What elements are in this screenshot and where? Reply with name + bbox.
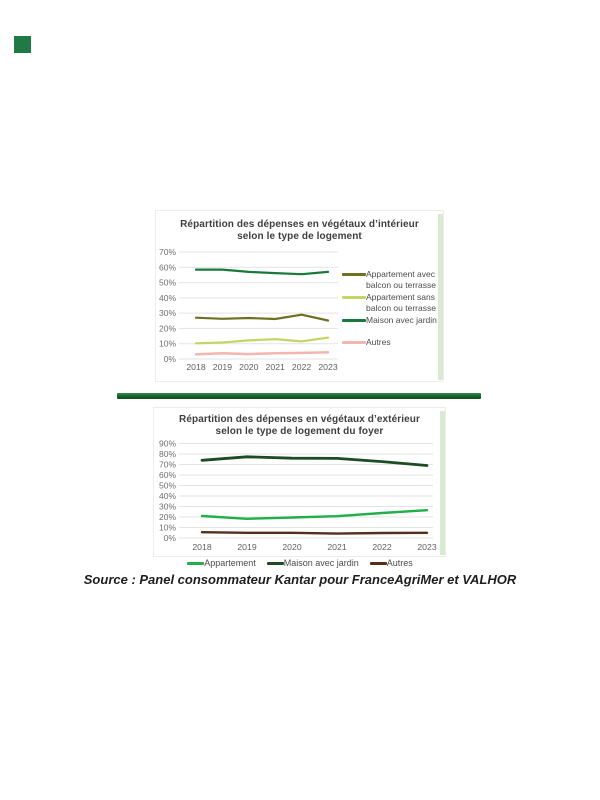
chart-legend-interieur: Appartement avec balcon ou terrasse Appar… bbox=[342, 269, 444, 349]
legend-swatch-icon bbox=[187, 562, 205, 565]
green-divider bbox=[117, 393, 481, 399]
chart-title-line1: Répartition des dépenses en végétaux d’i… bbox=[180, 219, 419, 230]
x-tick-label: 2019 bbox=[213, 362, 232, 372]
source-caption: Source : Panel consommateur Kantar pour … bbox=[83, 572, 517, 587]
y-tick-label: 10% bbox=[159, 523, 176, 533]
x-tick-label: 2022 bbox=[372, 542, 391, 552]
y-tick-label: 60% bbox=[159, 470, 176, 480]
legend-swatch-icon bbox=[266, 562, 284, 565]
chart-card-interieur: 0% 10% 20% 30% 40% 50% 60% 70% 2018 2019 2020 2021 2… bbox=[155, 210, 444, 382]
series-line bbox=[200, 455, 429, 467]
legend-item: Autres bbox=[369, 558, 413, 569]
x-tick-label: 2018 bbox=[192, 542, 211, 552]
legend-label: Autres bbox=[366, 336, 391, 347]
y-tick-label: 70% bbox=[159, 247, 176, 257]
y-tick-label: 30% bbox=[159, 502, 176, 512]
legend-item: Appartement avec balcon ou terrasse bbox=[342, 269, 444, 290]
chart-title-line2: selon le type de logement bbox=[237, 230, 362, 242]
legend-label: Appartement bbox=[204, 558, 256, 568]
legend-item: Maison avec jardin bbox=[342, 315, 444, 326]
y-tick-label: 10% bbox=[159, 339, 176, 349]
series-line bbox=[200, 530, 429, 535]
green-accent-square bbox=[14, 36, 31, 53]
legend-item: Maison avec jardin bbox=[266, 558, 359, 569]
y-tick-label: 0% bbox=[164, 533, 177, 543]
x-tick-label: 2021 bbox=[327, 542, 346, 552]
x-tick-label: 2020 bbox=[239, 362, 258, 372]
x-tick-label: 2019 bbox=[237, 542, 256, 552]
x-tick-label: 2018 bbox=[186, 362, 205, 372]
x-tick-label: 2020 bbox=[282, 542, 301, 552]
legend-label: Appartement avec balcon ou terrasse bbox=[366, 269, 436, 290]
series-line bbox=[200, 508, 429, 521]
y-tick-label: 50% bbox=[159, 278, 176, 288]
legend-label: Autres bbox=[386, 558, 413, 568]
legend-swatch-icon bbox=[342, 319, 366, 322]
legend-swatch-icon bbox=[342, 340, 366, 344]
decorative-strip-icon bbox=[440, 411, 445, 555]
y-tick-label: 0% bbox=[164, 354, 177, 364]
series-line bbox=[194, 268, 330, 276]
legend-label: Maison avec jardin bbox=[283, 558, 359, 568]
chart-title-line1: Répartition des dépenses en végétaux d’e… bbox=[179, 414, 420, 425]
y-tick-label: 50% bbox=[159, 481, 176, 491]
y-tick-label: 60% bbox=[159, 262, 176, 272]
y-tick-label: 20% bbox=[159, 323, 176, 333]
decorative-strip-icon bbox=[438, 214, 443, 380]
x-tick-label: 2023 bbox=[318, 362, 337, 372]
x-tick-label: 2022 bbox=[292, 362, 311, 372]
line-chart-exterieur: 0%10%20%30%40%50%60%70%80%90% 2018 2019 202… bbox=[159, 439, 437, 553]
chart-card-exterieur: 0% 10% 20% 30% 40% 50% 60% 70% 80% 90% 2018 2019 202… bbox=[153, 407, 446, 557]
legend-label: Appartement sans balcon ou terrasse bbox=[366, 292, 436, 313]
y-tick-label: 70% bbox=[159, 460, 176, 470]
x-tick-label: 2023 bbox=[417, 542, 436, 552]
y-tick-label: 90% bbox=[159, 439, 176, 449]
series-line bbox=[194, 313, 330, 322]
y-tick-label: 80% bbox=[159, 449, 176, 459]
chart-legend-exterieur: Appartement Maison avec jardin Autres bbox=[0, 558, 600, 569]
legend-item: Appartement bbox=[187, 558, 256, 569]
chart-title-interieur: Répartition des dépenses en végétaux d’i… bbox=[156, 211, 443, 242]
y-tick-label: 30% bbox=[159, 308, 176, 318]
legend-label: Maison avec jardin bbox=[366, 315, 437, 325]
legend-swatch-icon bbox=[342, 273, 366, 276]
legend-swatch-icon bbox=[342, 296, 366, 299]
y-tick-label: 40% bbox=[159, 491, 176, 501]
chart-title-exterieur: Répartition des dépenses en végétaux d’e… bbox=[154, 408, 445, 437]
x-tick-label: 2021 bbox=[266, 362, 285, 372]
y-tick-label: 40% bbox=[159, 293, 176, 303]
series-line bbox=[194, 351, 330, 356]
legend-swatch-icon bbox=[369, 562, 387, 565]
legend-item: Appartement sans balcon ou terrasse bbox=[342, 292, 444, 313]
series-line bbox=[194, 336, 330, 345]
y-tick-label: 20% bbox=[159, 512, 176, 522]
line-chart-interieur: 0% 10% 20% 30% 40% 50% 60% 70% 2018 2019 2020 2021 2… bbox=[159, 247, 338, 372]
legend-item: Autres bbox=[342, 337, 444, 348]
chart-title-line2: selon le type de logement du foyer bbox=[215, 425, 384, 437]
